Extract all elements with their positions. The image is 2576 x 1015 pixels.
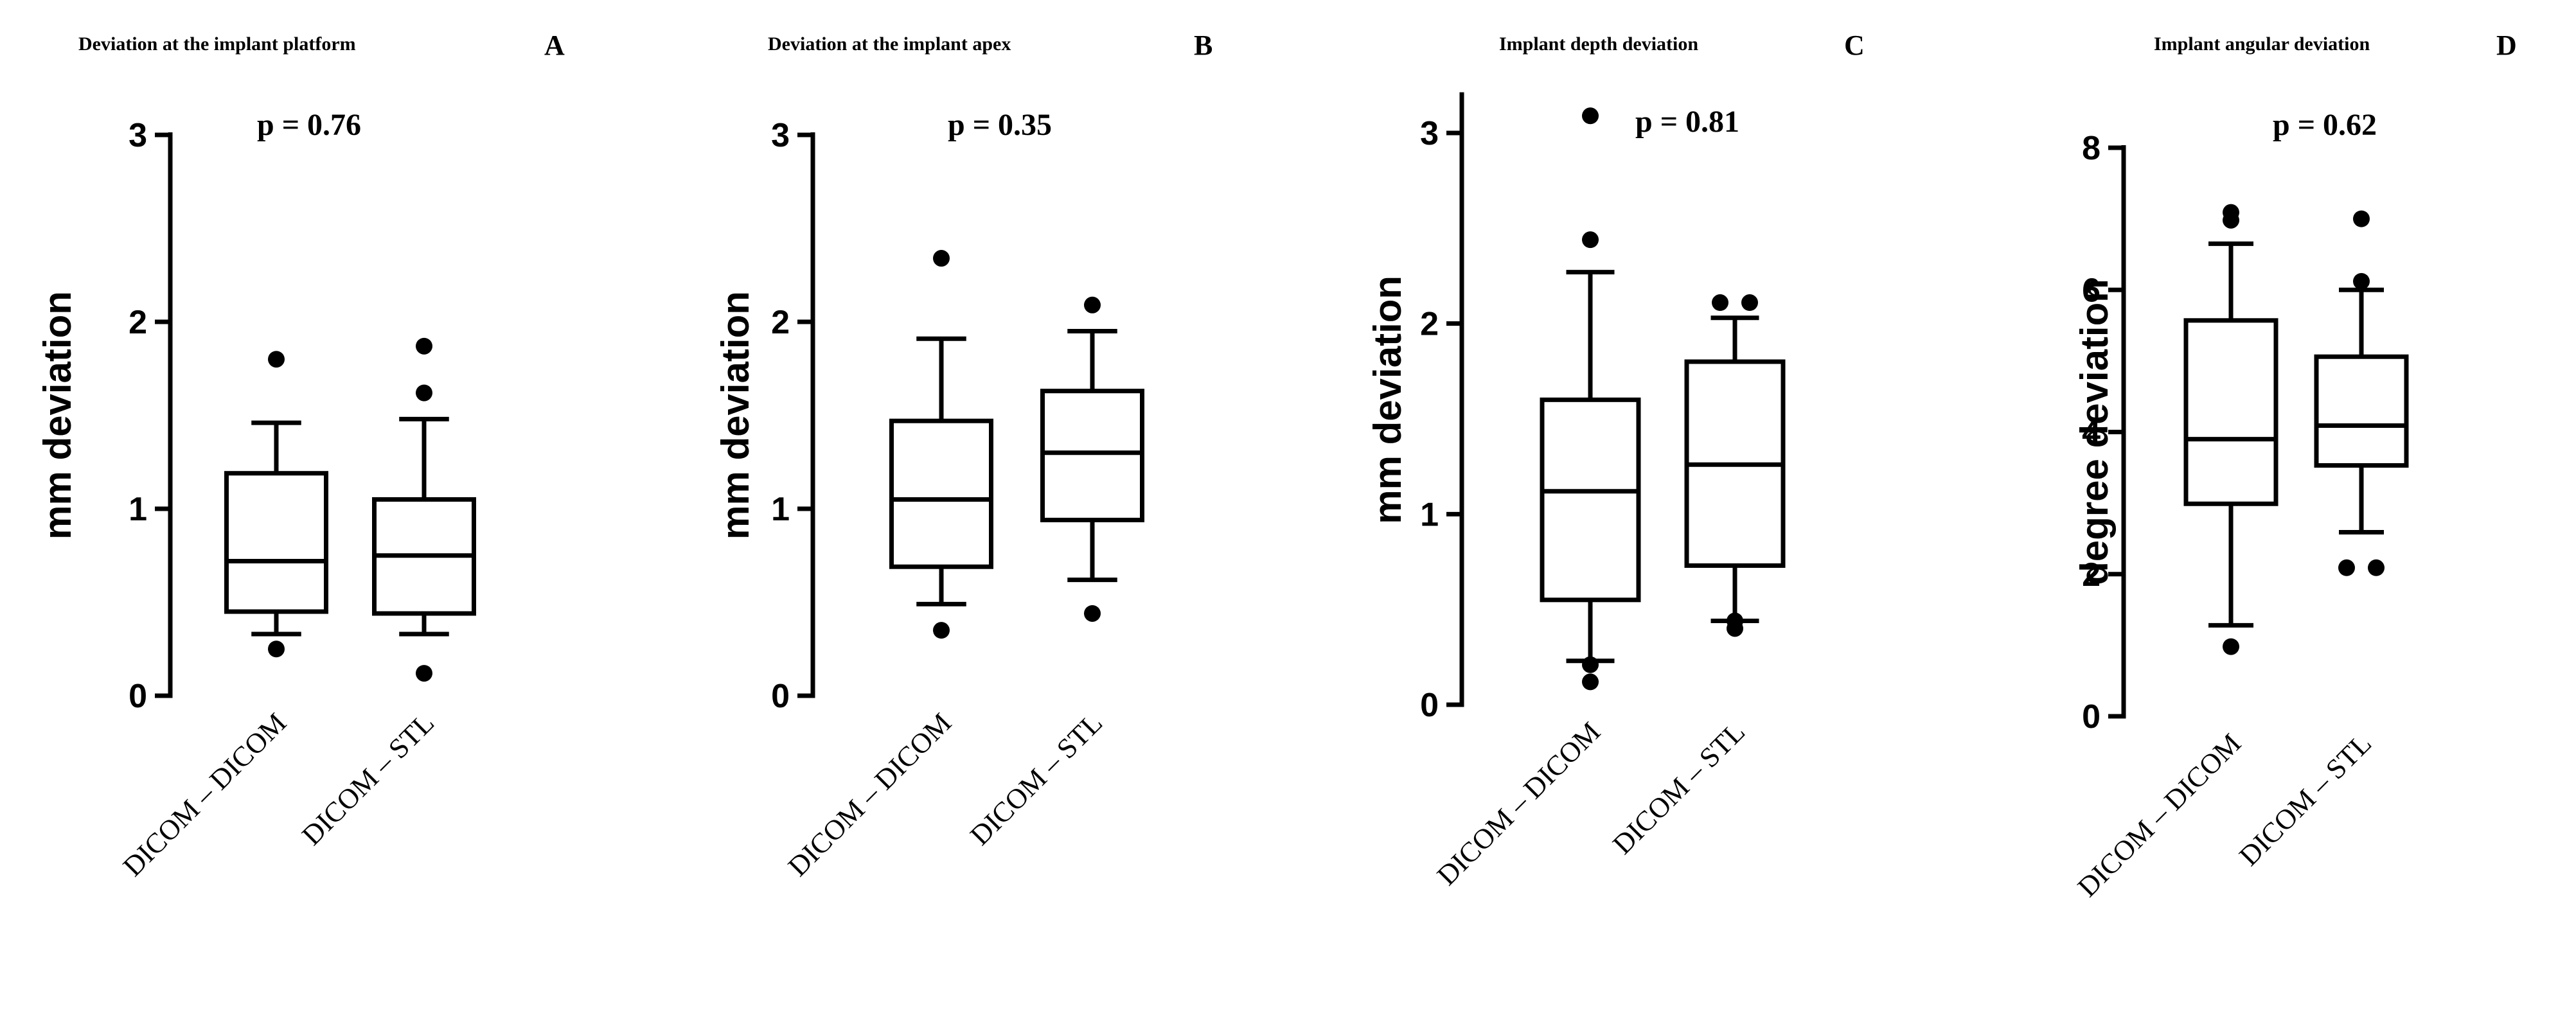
panel-b-y-tick-label: 0 [771,678,790,715]
panel-b-x-tick-label: DICOM – DICOM [782,707,957,882]
panel-b-box-2-outlier [1084,296,1101,313]
panel-a-y-axis-label: mm deviation [36,291,79,540]
panel-c-box-1-outlier [1582,231,1599,249]
panel-c-y-tick-label: 1 [1420,496,1439,533]
panel-b-y-tick-label: 3 [771,117,790,154]
panel-c-y-tick-label: 2 [1420,306,1439,343]
panel-b-y-tick-label: 1 [771,491,790,528]
panel-b-x-tick-label: DICOM – STL [964,707,1108,851]
panel-d-y-tick-label: 2 [2082,556,2101,594]
panel-d-x-tick-label: DICOM – STL [2233,727,2377,872]
panel-a-box-2-outlier [416,665,432,682]
panel-a-letter: A [544,30,565,61]
panel-c-box-1-iqr [1540,397,1641,603]
panel-a-title: Deviation at the implant platform [78,33,356,55]
panel-b-p-value: p = 0.35 [948,108,1052,142]
panel-b-box-1-outlier [933,250,950,267]
panel-c-p-value: p = 0.81 [1635,105,1739,139]
panel-d-box-1-outlier [2223,204,2239,221]
panel-a-x-tick-label: DICOM – DICOM [117,707,292,882]
panel-a-y-tick-label: 1 [129,491,147,528]
panel-a-y-tick-label: 2 [129,304,147,341]
panel-a-y-tick-label: 0 [129,678,147,715]
panel-a-box-1-iqr [224,471,328,614]
panel-d-box-1-iqr [2183,318,2278,506]
panel-c-y-axis-label: mm deviation [1366,276,1409,524]
panel-a-y-tick-label: 3 [129,117,147,154]
panel-b-box-2-outlier [1084,605,1101,622]
panel-d-letter: D [2496,30,2517,61]
panel-b-y-axis-label: mm deviation [714,291,757,540]
panel-d-box-2-outlier [2338,559,2355,576]
panel-d-y-axis-label: degree deviation [2073,279,2116,585]
panel-d-y-tick-label: 8 [2082,130,2101,167]
panel-b-letter: B [1194,30,1212,61]
panel-a-box-2-outlier [416,384,432,402]
panel-d-title: Implant angular deviation [2154,33,2370,55]
panel-c-x-tick-label: DICOM – DICOM [1431,716,1606,891]
panel-c-box-1-outlier [1582,107,1599,125]
panel-c-box-2-outlier [1727,612,1743,630]
panel-b-y-tick-label: 2 [771,304,790,341]
panel-c-box-2-outlier [1712,294,1728,312]
panel-b-box-2-iqr [1040,389,1144,522]
panel-c-x-tick-label: DICOM – STL [1606,716,1751,860]
panel-d-box-2-outlier [2353,210,2370,227]
panel-d-y-tick-label: 4 [2082,414,2101,452]
panel-d-y-tick-label: 6 [2082,272,2101,309]
panel-a-box-1-outlier [268,351,285,368]
panel-d-box-2-outlier [2368,559,2385,576]
panel-c-box-2-outlier [1741,294,1758,312]
panel-c-box-1-outlier [1582,673,1599,691]
panel-d-y-tick-label: 0 [2082,698,2101,736]
panel-d-box-1-outlier [2223,638,2239,655]
panel-d-box-2-iqr [2314,354,2409,468]
panel-d-box-2-outlier [2353,272,2370,290]
panel-b-box-1-outlier [933,622,950,639]
panel-c-y-tick-label: 0 [1420,687,1439,724]
panel-a-box-1-outlier [268,640,285,658]
panel-b-box-1-iqr [889,418,993,569]
panel-c-letter: C [1844,30,1865,61]
panel-d-p-value: p = 0.62 [2273,108,2377,142]
panel-a-x-tick-label: DICOM – STL [296,707,440,851]
panel-c-y-tick-label: 3 [1420,115,1439,152]
panel-a-box-2-outlier [416,337,432,355]
panel-a-p-value: p = 0.76 [257,108,361,142]
panel-b-title: Deviation at the implant apex [768,33,1011,55]
panel-d-x-tick-label: DICOM – DICOM [2072,727,2247,903]
panel-c-box-1-outlier [1582,656,1599,673]
panel-c-title: Implant depth deviation [1499,33,1698,55]
